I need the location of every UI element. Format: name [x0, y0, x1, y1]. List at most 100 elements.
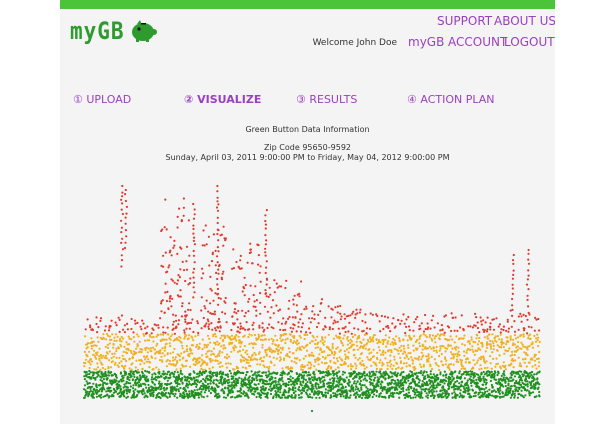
chart-point [366, 356, 369, 359]
chart-point [512, 262, 515, 265]
chart-point [274, 334, 277, 337]
chart-point [98, 395, 101, 398]
chart-point [264, 243, 267, 246]
chart-point [234, 396, 237, 399]
chart-point [427, 355, 430, 358]
chart-point [256, 371, 259, 374]
chart-point [439, 329, 442, 332]
chart-point [511, 304, 514, 307]
chart-point [256, 379, 259, 382]
chart-point [89, 363, 92, 366]
chart-point [315, 378, 318, 381]
chart-point [85, 393, 88, 396]
chart-point [244, 366, 247, 369]
chart-point [193, 377, 196, 380]
chart-point [296, 310, 299, 313]
chart-point [198, 374, 201, 377]
chart-point [241, 385, 244, 388]
chart-point [205, 344, 208, 347]
chart-point [456, 380, 459, 383]
chart-point [169, 249, 172, 252]
chart-point [349, 341, 352, 345]
chart-point [388, 388, 392, 391]
chart-point [102, 387, 105, 390]
chart-point [480, 371, 483, 374]
chart-point [145, 360, 148, 363]
chart-point [538, 390, 541, 394]
chart-point [452, 363, 455, 366]
chart-point [386, 367, 389, 370]
chart-point [270, 306, 273, 309]
chart-point [507, 380, 510, 383]
chart-point [316, 335, 319, 338]
chart-point [356, 312, 359, 315]
support-link[interactable]: SUPPORT [437, 14, 493, 28]
chart-point [257, 352, 261, 355]
chart-point [200, 395, 203, 398]
chart-point [95, 344, 98, 347]
chart-point [93, 371, 96, 374]
chart-point [265, 266, 268, 269]
chart-point [462, 372, 465, 376]
chart-point [124, 371, 128, 374]
chart-point [257, 263, 260, 266]
chart-point [163, 349, 166, 352]
step-action-plan[interactable]: ④ ACTION PLAN [407, 93, 495, 106]
step-visualize[interactable]: ② VISUALIZE [184, 93, 262, 106]
chart-point [300, 391, 303, 394]
chart-point [265, 277, 268, 280]
chart-point [527, 274, 530, 277]
chart-point [455, 345, 458, 348]
data-info-title: Green Button Data Information [245, 125, 370, 134]
chart-point [468, 361, 472, 364]
chart-point [336, 320, 339, 323]
chart-point [202, 316, 205, 320]
chart-point [233, 368, 236, 371]
chart-point [379, 330, 382, 333]
chart-point [274, 350, 277, 353]
chart-point [487, 396, 490, 399]
chart-point [200, 296, 203, 299]
chart-point [527, 262, 531, 265]
chart-point [520, 341, 523, 344]
chart-point [130, 368, 133, 371]
chart-point [510, 350, 514, 353]
chart-point [270, 337, 273, 340]
chart-point [491, 351, 494, 354]
chart-point [162, 326, 165, 329]
step-results[interactable]: ③ RESULTS [296, 93, 358, 106]
chart-point [239, 345, 242, 348]
chart-point [91, 385, 94, 388]
chart-point [443, 331, 446, 334]
chart-point [187, 396, 190, 399]
chart-point [88, 350, 91, 353]
chart-point [405, 318, 408, 321]
chart-point [414, 391, 417, 394]
chart-point [288, 315, 291, 319]
chart-point [171, 279, 174, 282]
chart-point [249, 242, 252, 245]
logo[interactable]: myGB [70, 15, 157, 47]
account-link[interactable]: ACCOUNT [448, 35, 508, 49]
chart-point [440, 360, 443, 363]
chart-point [364, 347, 367, 350]
chart-point [371, 382, 374, 385]
step-upload[interactable]: ① UPLOAD [73, 93, 132, 106]
chart-point [171, 392, 174, 395]
chart-point [245, 349, 248, 352]
chart-point [336, 311, 339, 314]
chart-point [92, 344, 95, 347]
chart-point [344, 353, 347, 356]
chart-point [280, 334, 283, 338]
about-us-link[interactable]: ABOUT US [494, 14, 555, 28]
chart-point [228, 381, 231, 384]
mygb-link[interactable]: myGB [408, 35, 445, 49]
chart-point [421, 348, 424, 351]
chart-point [211, 366, 214, 369]
chart-point [118, 318, 121, 321]
chart-point [382, 340, 385, 344]
logout-link[interactable]: LOGOUT [504, 35, 555, 49]
chart-point [363, 372, 366, 375]
chart-point [356, 373, 359, 376]
chart-point [317, 341, 320, 344]
